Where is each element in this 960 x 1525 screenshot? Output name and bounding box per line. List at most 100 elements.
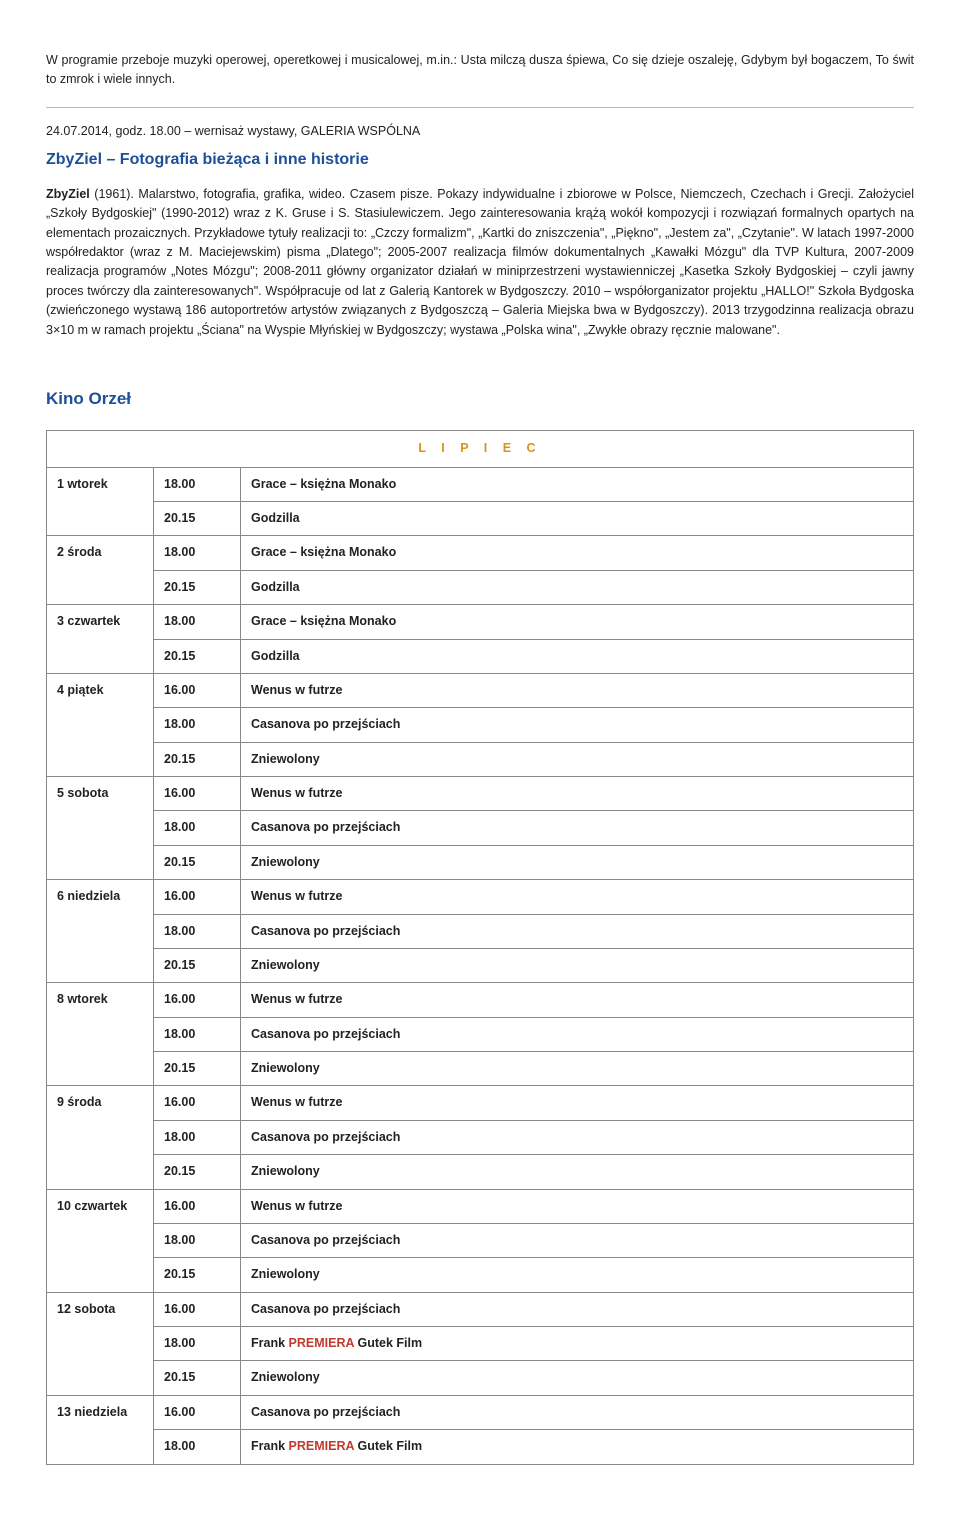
section-heading: Kino Orzeł (46, 386, 914, 412)
title-cell: Zniewolony (241, 1155, 914, 1189)
event-title: ZbyZiel – Fotografia bieżąca i inne hist… (46, 148, 914, 173)
day-cell: 4 piątek (47, 673, 154, 776)
time-cell: 18.00 (154, 1223, 241, 1257)
time-cell: 20.15 (154, 948, 241, 982)
time-cell: 18.00 (154, 1120, 241, 1154)
table-row: 20.15Godzilla (47, 502, 914, 536)
event-description: ZbyZiel (1961). Malarstwo, fotografia, g… (46, 185, 914, 340)
separator (46, 107, 914, 108)
table-row: 20.15Zniewolony (47, 845, 914, 879)
table-row: 20.15Zniewolony (47, 1155, 914, 1189)
title-cell: Zniewolony (241, 1361, 914, 1395)
time-cell: 18.00 (154, 1327, 241, 1361)
table-row: 20.15Zniewolony (47, 1361, 914, 1395)
day-cell: 10 czwartek (47, 1189, 154, 1292)
title-cell: Casanova po przejściach (241, 914, 914, 948)
day-cell: 1 wtorek (47, 467, 154, 536)
table-row: 1 wtorek18.00Grace – księżna Monako (47, 467, 914, 501)
day-cell: 5 sobota (47, 777, 154, 880)
table-row: 3 czwartek18.00Grace – księżna Monako (47, 605, 914, 639)
table-row: 18.00Casanova po przejściach (47, 1223, 914, 1257)
title-cell: Godzilla (241, 639, 914, 673)
title-cell: Zniewolony (241, 1258, 914, 1292)
title-cell: Casanova po przejściach (241, 1120, 914, 1154)
title-cell: Casanova po przejściach (241, 1292, 914, 1326)
time-cell: 18.00 (154, 811, 241, 845)
event-lead-bold: ZbyZiel (46, 187, 90, 201)
day-cell: 8 wtorek (47, 983, 154, 1086)
time-cell: 16.00 (154, 673, 241, 707)
time-cell: 20.15 (154, 502, 241, 536)
table-row: 6 niedziela16.00Wenus w futrze (47, 880, 914, 914)
table-row: 20.15Godzilla (47, 639, 914, 673)
title-pre: Frank (251, 1336, 289, 1350)
title-cell: Casanova po przejściach (241, 1223, 914, 1257)
time-cell: 16.00 (154, 1292, 241, 1326)
table-row: 4 piątek16.00Wenus w futrze (47, 673, 914, 707)
event-dateline: 24.07.2014, godz. 18.00 – wernisaż wysta… (46, 122, 914, 141)
time-cell: 20.15 (154, 570, 241, 604)
time-cell: 16.00 (154, 1086, 241, 1120)
title-cell: Zniewolony (241, 742, 914, 776)
time-cell: 18.00 (154, 914, 241, 948)
table-row: 18.00Casanova po przejściach (47, 811, 914, 845)
premiere-label: PREMIERA (289, 1439, 355, 1453)
time-cell: 20.15 (154, 1361, 241, 1395)
premiere-label: PREMIERA (289, 1336, 355, 1350)
title-cell: Casanova po przejściach (241, 1395, 914, 1429)
day-cell: 9 środa (47, 1086, 154, 1189)
table-row: 8 wtorek16.00Wenus w futrze (47, 983, 914, 1017)
time-cell: 20.15 (154, 639, 241, 673)
title-cell: Frank PREMIERA Gutek Film (241, 1327, 914, 1361)
table-row: 2 środa18.00Grace – księżna Monako (47, 536, 914, 570)
table-row: 18.00Casanova po przejściach (47, 1017, 914, 1051)
time-cell: 20.15 (154, 742, 241, 776)
time-cell: 18.00 (154, 1430, 241, 1464)
title-cell: Wenus w futrze (241, 983, 914, 1017)
day-cell: 6 niedziela (47, 880, 154, 983)
time-cell: 16.00 (154, 1395, 241, 1429)
time-cell: 16.00 (154, 983, 241, 1017)
time-cell: 16.00 (154, 1189, 241, 1223)
title-cell: Godzilla (241, 570, 914, 604)
time-cell: 18.00 (154, 467, 241, 501)
table-row: 13 niedziela16.00Casanova po przejściach (47, 1395, 914, 1429)
title-cell: Wenus w futrze (241, 1189, 914, 1223)
title-post: Gutek Film (354, 1439, 422, 1453)
table-row: 18.00Frank PREMIERA Gutek Film (47, 1430, 914, 1464)
month-header: L I P I E C (47, 431, 914, 467)
table-row: 20.15Zniewolony (47, 948, 914, 982)
table-row: 18.00Casanova po przejściach (47, 708, 914, 742)
table-row: 20.15Zniewolony (47, 742, 914, 776)
title-cell: Wenus w futrze (241, 673, 914, 707)
time-cell: 16.00 (154, 880, 241, 914)
month-header-row: L I P I E C (47, 431, 914, 467)
title-cell: Grace – księżna Monako (241, 467, 914, 501)
table-row: 18.00Frank PREMIERA Gutek Film (47, 1327, 914, 1361)
title-cell: Grace – księżna Monako (241, 605, 914, 639)
time-cell: 20.15 (154, 1052, 241, 1086)
time-cell: 18.00 (154, 1017, 241, 1051)
table-row: 9 środa16.00Wenus w futrze (47, 1086, 914, 1120)
title-cell: Godzilla (241, 502, 914, 536)
table-row: 10 czwartek16.00Wenus w futrze (47, 1189, 914, 1223)
time-cell: 20.15 (154, 1155, 241, 1189)
table-row: 5 sobota16.00Wenus w futrze (47, 777, 914, 811)
event-desc-text: (1961). Malarstwo, fotografia, grafika, … (46, 187, 914, 337)
time-cell: 16.00 (154, 777, 241, 811)
day-cell: 13 niedziela (47, 1395, 154, 1464)
title-cell: Casanova po przejściach (241, 708, 914, 742)
table-row: 12 sobota16.00Casanova po przejściach (47, 1292, 914, 1326)
time-cell: 18.00 (154, 708, 241, 742)
title-cell: Wenus w futrze (241, 880, 914, 914)
table-row: 18.00Casanova po przejściach (47, 914, 914, 948)
schedule-table: L I P I E C 1 wtorek18.00Grace – księżna… (46, 430, 914, 1464)
title-cell: Frank PREMIERA Gutek Film (241, 1430, 914, 1464)
time-cell: 18.00 (154, 536, 241, 570)
table-row: 20.15Godzilla (47, 570, 914, 604)
table-row: 20.15Zniewolony (47, 1052, 914, 1086)
title-cell: Casanova po przejściach (241, 811, 914, 845)
time-cell: 20.15 (154, 1258, 241, 1292)
time-cell: 18.00 (154, 605, 241, 639)
title-cell: Grace – księżna Monako (241, 536, 914, 570)
